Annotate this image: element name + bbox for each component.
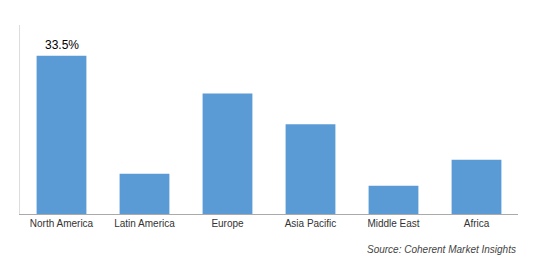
svg-text:33.5%: 33.5% — [45, 38, 79, 52]
svg-text:Source: Coherent Market Insigh: Source: Coherent Market Insights — [367, 244, 516, 255]
svg-text:North America: North America — [30, 218, 94, 229]
svg-text:Europe: Europe — [211, 218, 244, 229]
svg-text:Latin America: Latin America — [114, 218, 175, 229]
svg-text:Asia Pacific: Asia Pacific — [285, 218, 337, 229]
svg-text:Africa: Africa — [464, 218, 490, 229]
svg-text:Middle East: Middle East — [367, 218, 419, 229]
